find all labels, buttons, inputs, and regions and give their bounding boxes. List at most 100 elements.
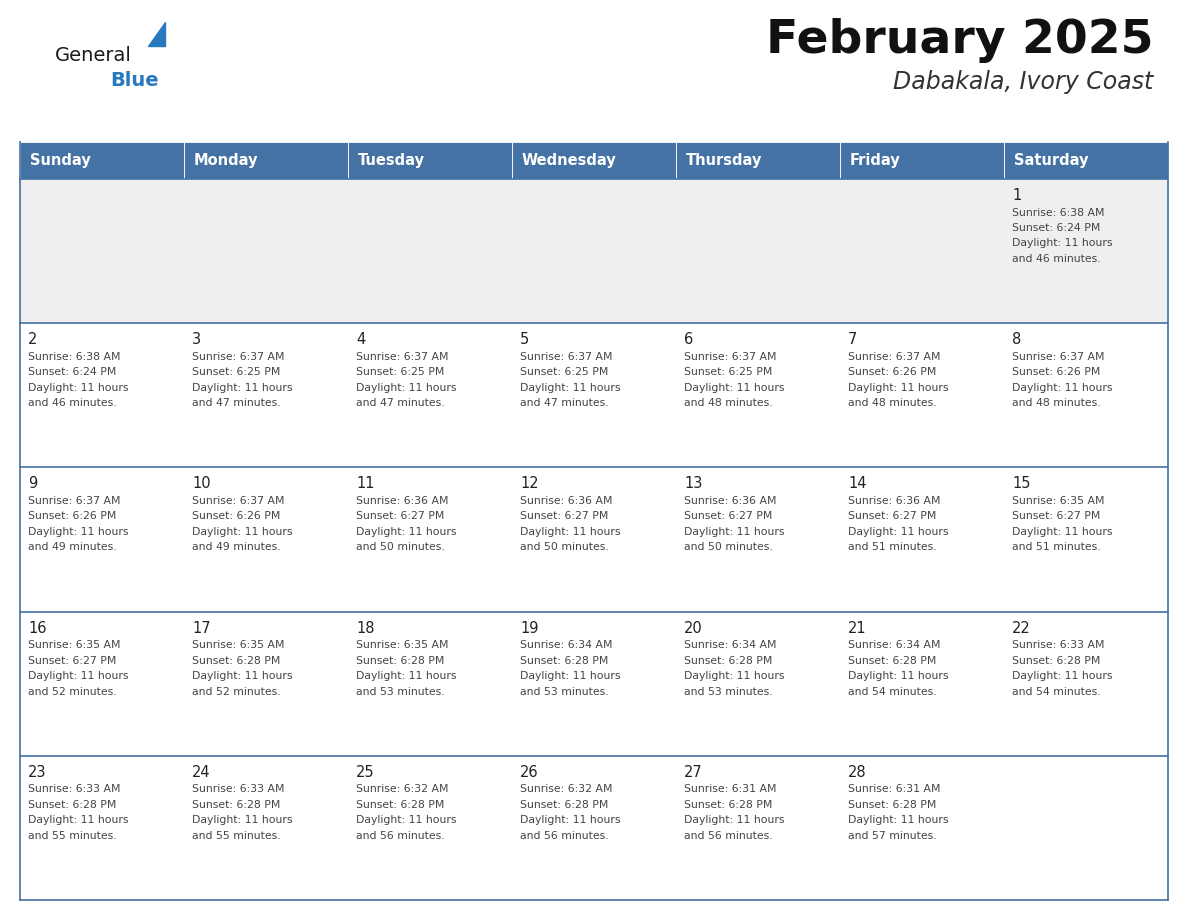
Text: Daylight: 11 hours: Daylight: 11 hours bbox=[1012, 239, 1112, 249]
Text: Daylight: 11 hours: Daylight: 11 hours bbox=[356, 671, 456, 681]
Text: Daylight: 11 hours: Daylight: 11 hours bbox=[848, 815, 948, 825]
Text: Sunrise: 6:37 AM: Sunrise: 6:37 AM bbox=[192, 352, 284, 362]
Text: 22: 22 bbox=[1012, 621, 1031, 635]
Text: 2: 2 bbox=[29, 332, 37, 347]
Text: and 49 minutes.: and 49 minutes. bbox=[192, 543, 280, 553]
Text: 3: 3 bbox=[192, 332, 201, 347]
Text: Daylight: 11 hours: Daylight: 11 hours bbox=[192, 527, 292, 537]
Bar bbox=[676, 142, 840, 179]
Text: 8: 8 bbox=[1012, 332, 1022, 347]
Text: and 50 minutes.: and 50 minutes. bbox=[520, 543, 608, 553]
Polygon shape bbox=[147, 22, 165, 46]
Text: Daylight: 11 hours: Daylight: 11 hours bbox=[684, 815, 784, 825]
Text: Sunrise: 6:36 AM: Sunrise: 6:36 AM bbox=[356, 496, 449, 506]
Text: Sunset: 6:26 PM: Sunset: 6:26 PM bbox=[1012, 367, 1100, 377]
Text: Daylight: 11 hours: Daylight: 11 hours bbox=[29, 815, 128, 825]
Text: 5: 5 bbox=[520, 332, 529, 347]
Bar bbox=[184, 179, 348, 323]
Text: and 53 minutes.: and 53 minutes. bbox=[684, 687, 772, 697]
Bar bbox=[348, 323, 512, 467]
Text: 14: 14 bbox=[848, 476, 866, 491]
Text: Sunrise: 6:35 AM: Sunrise: 6:35 AM bbox=[29, 640, 120, 650]
Text: February 2025: February 2025 bbox=[765, 18, 1154, 63]
Text: Sunday: Sunday bbox=[30, 153, 90, 168]
Text: and 47 minutes.: and 47 minutes. bbox=[356, 398, 444, 409]
Text: Sunrise: 6:33 AM: Sunrise: 6:33 AM bbox=[192, 784, 284, 794]
Text: and 55 minutes.: and 55 minutes. bbox=[29, 831, 116, 841]
Text: Daylight: 11 hours: Daylight: 11 hours bbox=[29, 383, 128, 393]
Bar bbox=[184, 611, 348, 756]
Text: and 53 minutes.: and 53 minutes. bbox=[356, 687, 444, 697]
Text: Sunrise: 6:33 AM: Sunrise: 6:33 AM bbox=[1012, 640, 1105, 650]
Text: 28: 28 bbox=[848, 765, 866, 779]
Text: Sunrise: 6:35 AM: Sunrise: 6:35 AM bbox=[356, 640, 449, 650]
Text: Sunset: 6:26 PM: Sunset: 6:26 PM bbox=[29, 511, 116, 521]
Text: and 47 minutes.: and 47 minutes. bbox=[520, 398, 608, 409]
Text: Sunset: 6:26 PM: Sunset: 6:26 PM bbox=[192, 511, 280, 521]
Text: and 46 minutes.: and 46 minutes. bbox=[29, 398, 116, 409]
Text: and 50 minutes.: and 50 minutes. bbox=[684, 543, 772, 553]
Bar bbox=[840, 142, 1004, 179]
Bar bbox=[348, 179, 512, 323]
Text: 23: 23 bbox=[29, 765, 46, 779]
Bar bbox=[348, 611, 512, 756]
Text: 10: 10 bbox=[192, 476, 210, 491]
Text: Sunset: 6:27 PM: Sunset: 6:27 PM bbox=[1012, 511, 1100, 521]
Text: Sunrise: 6:35 AM: Sunrise: 6:35 AM bbox=[1012, 496, 1105, 506]
Text: and 56 minutes.: and 56 minutes. bbox=[520, 831, 608, 841]
Text: Friday: Friday bbox=[849, 153, 901, 168]
Text: Wednesday: Wednesday bbox=[522, 153, 617, 168]
Text: Daylight: 11 hours: Daylight: 11 hours bbox=[520, 527, 620, 537]
Bar bbox=[840, 323, 1004, 467]
Text: Sunset: 6:28 PM: Sunset: 6:28 PM bbox=[356, 800, 444, 810]
Text: 1: 1 bbox=[1012, 188, 1022, 203]
Text: Sunrise: 6:32 AM: Sunrise: 6:32 AM bbox=[520, 784, 613, 794]
Bar bbox=[20, 323, 184, 467]
Bar bbox=[20, 142, 184, 179]
Text: Sunrise: 6:37 AM: Sunrise: 6:37 AM bbox=[356, 352, 449, 362]
Text: Daylight: 11 hours: Daylight: 11 hours bbox=[684, 383, 784, 393]
Text: Daylight: 11 hours: Daylight: 11 hours bbox=[520, 383, 620, 393]
Text: Sunset: 6:25 PM: Sunset: 6:25 PM bbox=[192, 367, 280, 377]
Text: Sunset: 6:27 PM: Sunset: 6:27 PM bbox=[520, 511, 608, 521]
Text: Sunrise: 6:36 AM: Sunrise: 6:36 AM bbox=[520, 496, 613, 506]
Bar bbox=[512, 323, 676, 467]
Text: and 53 minutes.: and 53 minutes. bbox=[520, 687, 608, 697]
Text: 12: 12 bbox=[520, 476, 538, 491]
Text: Sunset: 6:24 PM: Sunset: 6:24 PM bbox=[1012, 223, 1100, 233]
Text: Sunrise: 6:34 AM: Sunrise: 6:34 AM bbox=[684, 640, 777, 650]
Text: 25: 25 bbox=[356, 765, 374, 779]
Text: and 52 minutes.: and 52 minutes. bbox=[29, 687, 116, 697]
Text: 7: 7 bbox=[848, 332, 858, 347]
Bar bbox=[840, 467, 1004, 611]
Text: and 56 minutes.: and 56 minutes. bbox=[684, 831, 772, 841]
Text: Sunrise: 6:31 AM: Sunrise: 6:31 AM bbox=[848, 784, 941, 794]
Text: Sunset: 6:27 PM: Sunset: 6:27 PM bbox=[848, 511, 936, 521]
Text: and 50 minutes.: and 50 minutes. bbox=[356, 543, 444, 553]
Bar bbox=[1004, 467, 1168, 611]
Bar bbox=[348, 756, 512, 900]
Bar bbox=[20, 179, 184, 323]
Text: and 51 minutes.: and 51 minutes. bbox=[848, 543, 936, 553]
Text: Sunrise: 6:37 AM: Sunrise: 6:37 AM bbox=[29, 496, 120, 506]
Text: 15: 15 bbox=[1012, 476, 1030, 491]
Text: Sunset: 6:25 PM: Sunset: 6:25 PM bbox=[520, 367, 608, 377]
Text: Daylight: 11 hours: Daylight: 11 hours bbox=[192, 383, 292, 393]
Text: Daylight: 11 hours: Daylight: 11 hours bbox=[1012, 527, 1112, 537]
Bar bbox=[1004, 323, 1168, 467]
Text: Daylight: 11 hours: Daylight: 11 hours bbox=[356, 527, 456, 537]
Text: and 56 minutes.: and 56 minutes. bbox=[356, 831, 444, 841]
Text: Monday: Monday bbox=[194, 153, 258, 168]
Text: Blue: Blue bbox=[110, 72, 159, 91]
Text: Sunset: 6:28 PM: Sunset: 6:28 PM bbox=[1012, 655, 1100, 666]
Text: 16: 16 bbox=[29, 621, 46, 635]
Text: Sunset: 6:27 PM: Sunset: 6:27 PM bbox=[684, 511, 772, 521]
Text: Daylight: 11 hours: Daylight: 11 hours bbox=[29, 671, 128, 681]
Bar bbox=[840, 756, 1004, 900]
Text: Sunset: 6:25 PM: Sunset: 6:25 PM bbox=[356, 367, 444, 377]
Bar bbox=[184, 323, 348, 467]
Text: Sunrise: 6:37 AM: Sunrise: 6:37 AM bbox=[192, 496, 284, 506]
Text: Sunset: 6:28 PM: Sunset: 6:28 PM bbox=[192, 800, 280, 810]
Text: Sunset: 6:28 PM: Sunset: 6:28 PM bbox=[520, 800, 608, 810]
Text: and 46 minutes.: and 46 minutes. bbox=[1012, 254, 1100, 264]
